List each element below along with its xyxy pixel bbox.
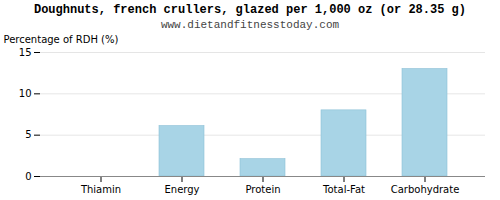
html-text:www.dietandfitnesstoday.com: www.dietandfitnesstoday.com bbox=[160, 19, 340, 31]
svg-text:0: 0 bbox=[25, 171, 31, 182]
svg-text:5: 5 bbox=[25, 129, 31, 140]
svg-text:Thiamin: Thiamin bbox=[80, 184, 121, 195]
svg-text:Protein: Protein bbox=[245, 184, 280, 195]
svg-text:Energy: Energy bbox=[164, 184, 199, 195]
html-text:Doughnuts, french crullers, gl: Doughnuts, french crullers, glazed per 1… bbox=[34, 3, 466, 17]
svg-text:15: 15 bbox=[19, 47, 32, 58]
svg-text:Total-Fat: Total-Fat bbox=[322, 184, 365, 195]
svg-text:Carbohydrate: Carbohydrate bbox=[391, 184, 460, 195]
svg-text:10: 10 bbox=[19, 88, 32, 99]
svg-text:Percentage of RDH (%): Percentage of RDH (%) bbox=[4, 34, 119, 45]
